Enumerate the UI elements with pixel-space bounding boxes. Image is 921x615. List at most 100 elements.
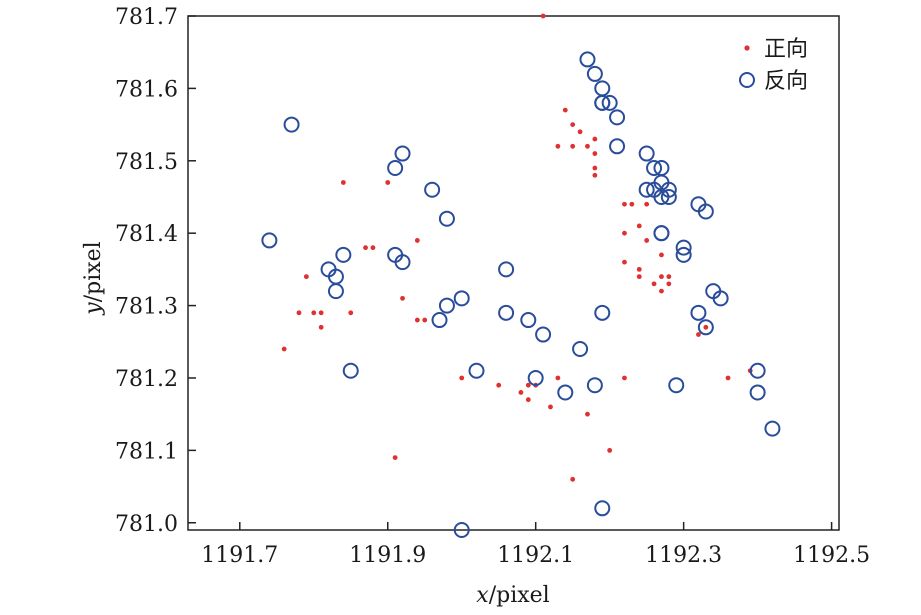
data-point-forward	[651, 281, 657, 287]
plot-frame	[187, 15, 840, 531]
data-point-reverse	[638, 145, 655, 162]
data-point-forward	[592, 136, 598, 142]
data-point-forward	[525, 397, 531, 403]
x-axis: 1191.7 1191.9 1192.1 1192.3 1192.5	[201, 522, 870, 568]
data-point-reverse	[438, 297, 455, 314]
data-point-forward	[725, 375, 731, 381]
data-point-reverse	[327, 283, 344, 300]
data-point-reverse	[261, 232, 278, 249]
y-tick-label: 781.1	[115, 439, 178, 464]
data-point-reverse	[586, 377, 603, 394]
x-axis-label: x/pixel	[476, 583, 549, 608]
data-point-reverse	[609, 138, 626, 155]
data-point-forward	[659, 288, 664, 294]
data-point-forward	[659, 252, 664, 258]
data-point-reverse	[335, 246, 352, 263]
legend: 正向 反向	[739, 37, 808, 94]
legend-marker-reverse	[739, 72, 755, 88]
y-tick-label: 781.5	[115, 150, 178, 175]
data-point-forward	[340, 180, 346, 185]
data-point-reverse	[653, 225, 670, 242]
data-point-reverse	[697, 319, 714, 336]
data-point-forward	[622, 259, 627, 265]
data-point-forward	[414, 317, 420, 323]
data-point-reverse	[572, 341, 589, 358]
data-point-reverse	[283, 116, 300, 133]
data-point-forward	[311, 310, 317, 316]
data-point-reverse	[690, 304, 707, 321]
data-point-forward	[570, 476, 576, 482]
data-point-reverse	[594, 304, 611, 321]
data-point-forward	[548, 404, 553, 410]
data-point-forward	[636, 266, 642, 272]
data-point-reverse	[594, 94, 611, 111]
data-point-forward	[303, 274, 309, 280]
data-point-reverse	[498, 304, 515, 321]
data-point-reverse	[697, 203, 714, 220]
data-point-forward	[622, 375, 627, 381]
data-point-forward	[392, 455, 398, 461]
data-point-forward	[636, 274, 642, 280]
data-point-forward	[592, 165, 598, 171]
data-point-reverse	[594, 500, 611, 517]
series-reverse	[261, 51, 781, 538]
data-point-forward	[644, 238, 650, 243]
x-tick-label: 1191.7	[201, 543, 278, 568]
data-point-forward	[622, 230, 627, 236]
data-point-reverse	[675, 246, 692, 263]
legend-marker-forward	[744, 45, 750, 51]
data-point-forward	[585, 411, 590, 417]
data-point-reverse	[638, 181, 655, 198]
data-point-reverse	[586, 65, 603, 82]
data-point-reverse	[675, 239, 692, 256]
data-point-forward	[570, 143, 576, 149]
data-point-reverse	[394, 145, 411, 162]
data-point-forward	[703, 324, 709, 330]
data-point-reverse	[431, 312, 448, 329]
data-point-forward	[370, 245, 376, 251]
data-point-forward	[555, 375, 561, 381]
data-point-reverse	[668, 377, 685, 394]
data-point-reverse	[749, 362, 766, 379]
data-point-reverse	[387, 160, 404, 177]
data-point-reverse	[527, 369, 544, 386]
y-tick-label: 781.2	[115, 367, 178, 392]
data-point-forward	[281, 346, 287, 352]
data-point-reverse	[764, 420, 781, 437]
data-point-reverse	[453, 522, 470, 538]
data-point-reverse	[468, 362, 485, 379]
data-point-forward	[629, 201, 635, 207]
data-point-forward	[459, 375, 465, 381]
data-point-forward	[577, 129, 583, 135]
x-tick-label: 1192.1	[497, 543, 574, 568]
y-tick-label: 781.6	[115, 77, 178, 102]
data-point-forward	[555, 143, 561, 149]
data-point-forward	[348, 310, 354, 316]
data-point-reverse	[535, 326, 552, 343]
data-point-forward	[318, 324, 324, 330]
data-point-forward	[562, 107, 568, 113]
y-axis-label: y/pixel	[81, 241, 106, 315]
x-tick-label: 1191.9	[349, 543, 426, 568]
data-point-forward	[570, 122, 576, 127]
data-point-reverse	[594, 80, 611, 97]
data-point-reverse	[609, 109, 626, 126]
legend-label-reverse: 反向	[764, 69, 808, 94]
data-point-forward	[592, 172, 598, 178]
data-point-reverse	[653, 188, 670, 205]
data-point-forward	[414, 238, 420, 243]
data-point-forward	[696, 332, 701, 337]
x-axis-label-unit: /pixel	[489, 583, 550, 608]
data-point-forward	[385, 180, 391, 185]
data-point-forward	[659, 274, 664, 280]
x-tick-label: 1192.3	[645, 543, 722, 568]
x-tick-label: 1192.5	[793, 543, 870, 568]
data-point-forward	[496, 382, 502, 388]
y-tick-label: 781.7	[115, 5, 178, 30]
data-point-forward	[296, 310, 302, 316]
data-point-forward	[422, 317, 428, 323]
series-forward	[281, 13, 753, 482]
data-point-reverse	[579, 51, 596, 68]
data-point-reverse	[424, 181, 441, 198]
data-point-forward	[400, 295, 405, 301]
